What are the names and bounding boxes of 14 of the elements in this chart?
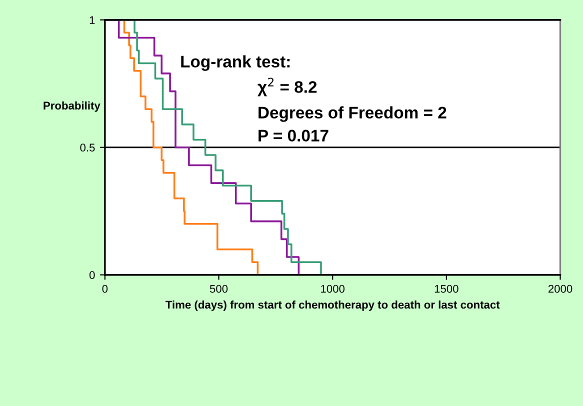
x-tick-label: 500 <box>210 284 228 293</box>
y-tick-label: 0 <box>89 271 95 279</box>
y-tick-label: 1 <box>90 16 95 24</box>
x-tick-label: 1000 <box>321 284 345 293</box>
annotation: χ$^{2}$ = 8.2 <box>258 78 317 96</box>
annotation: P = 0.017 <box>258 130 328 142</box>
x-axis-title: Time (days) from start of chemotherapy to death or last contact <box>166 300 500 311</box>
y-tick-label: 0.5 <box>80 144 95 152</box>
x-tick-label: 2000 <box>548 284 572 293</box>
y-axis-title: Probability <box>44 101 100 112</box>
annotation: Log-rank test: <box>181 55 290 71</box>
annotation: Degrees of Freedom = 2 <box>258 106 446 122</box>
x-tick-label: 1500 <box>434 284 458 293</box>
x-tick-label: 0 <box>102 284 108 293</box>
